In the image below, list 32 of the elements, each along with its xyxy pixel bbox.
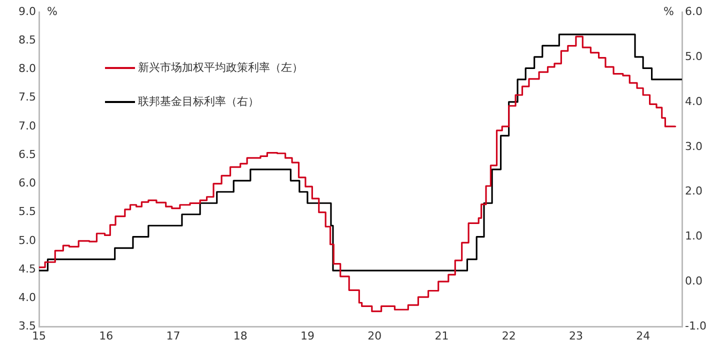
y2-tick-label: 4.0 xyxy=(685,94,702,108)
y-tick-label: 9.0 xyxy=(18,4,36,18)
y-tick-label: 6.5 xyxy=(18,148,36,161)
y2-tick-label: 5.0 xyxy=(685,50,702,63)
x-tick-label: 21 xyxy=(434,329,449,342)
legend-label: 新兴市场加权平均政策利率（左） xyxy=(138,60,303,75)
y2-tick-label: 6.0 xyxy=(685,4,702,18)
x-tick-label: 17 xyxy=(166,329,180,342)
x-tick-label: 24 xyxy=(636,329,650,342)
y2-tick-label: 1.0 xyxy=(685,230,702,243)
y-tick-label: 7.5 xyxy=(18,90,36,104)
x-tick-label: 23 xyxy=(568,329,583,342)
y-tick-label: 8.5 xyxy=(18,33,36,46)
y-tick-label: 4.0 xyxy=(18,291,36,304)
y-tick-label: 6.0 xyxy=(18,176,36,190)
y2-tick-label: 2.0 xyxy=(685,184,702,198)
x-tick-label: 20 xyxy=(368,329,382,342)
y2-tick-label: 0.0 xyxy=(685,274,702,288)
x-tick-label: 22 xyxy=(502,329,516,342)
x-tick-label: 16 xyxy=(99,329,114,342)
y-tick-label: 7.0 xyxy=(18,119,36,132)
y2-tick-label: -1.0 xyxy=(685,320,706,333)
y-axis-title: % xyxy=(47,4,58,18)
legend-label: 联邦基金目标利率（右） xyxy=(138,94,259,109)
y-tick-label: 8.0 xyxy=(18,62,36,76)
y2-axis-title: % xyxy=(664,4,674,18)
y2-tick-label: 3.0 xyxy=(685,140,702,153)
y-tick-label: 5.0 xyxy=(18,234,36,247)
x-tick-label: 18 xyxy=(233,329,248,342)
x-tick-label: 19 xyxy=(300,329,314,342)
y-tick-label: 4.5 xyxy=(18,262,36,276)
y-tick-label: 5.5 xyxy=(18,205,36,218)
